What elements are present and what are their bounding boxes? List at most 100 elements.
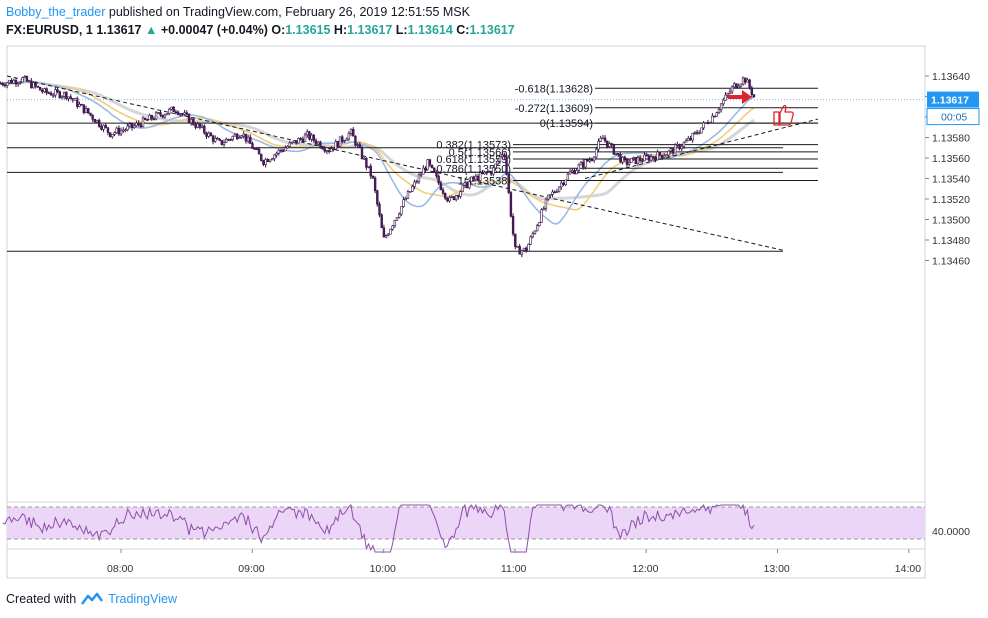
open-label: O: <box>271 23 286 37</box>
candle-body <box>154 112 158 120</box>
candle-body <box>676 144 679 146</box>
thumbs-up-icon <box>773 104 794 126</box>
candle-body <box>472 176 475 180</box>
fib-level-label: -0.272(1.13609) <box>515 103 593 115</box>
candle-body <box>623 156 626 160</box>
candle-body <box>647 155 651 161</box>
candle-body <box>608 143 611 147</box>
candle-body <box>752 94 756 97</box>
candle-body <box>597 140 600 150</box>
candle-body <box>150 114 153 120</box>
candle-body <box>124 129 127 132</box>
candle-body <box>665 154 668 157</box>
candle-body <box>295 140 298 144</box>
publish-info: published on TradingView.com, February 2… <box>108 5 470 19</box>
candle-body <box>95 119 99 123</box>
candle-body <box>671 148 675 154</box>
candle-body <box>356 144 359 146</box>
candle-body <box>365 157 368 168</box>
candle-body <box>619 154 622 163</box>
candle-body <box>192 118 195 125</box>
candle-body <box>8 79 11 83</box>
candle-body <box>87 108 90 114</box>
candle-body <box>507 173 510 193</box>
candle-body <box>485 171 489 174</box>
candle-body <box>238 137 241 139</box>
candle-body <box>750 87 754 95</box>
candle-body <box>174 111 178 114</box>
candle-body <box>544 198 548 209</box>
candle-body <box>492 167 495 175</box>
candle-body <box>426 159 429 170</box>
footer: Created with TradingView <box>6 592 177 606</box>
candle-body <box>303 134 307 143</box>
candle-body <box>297 138 300 144</box>
author-link[interactable]: Bobby_the_trader <box>6 5 106 19</box>
candle-body <box>327 150 331 153</box>
candle-body <box>80 103 83 106</box>
time-tick-label: 09:00 <box>238 563 264 575</box>
candle-body <box>564 179 567 185</box>
price-tick-label: 1.13520 <box>932 194 970 206</box>
candle-body <box>433 167 436 173</box>
candle-body <box>555 191 559 193</box>
candle-body <box>157 112 160 114</box>
candle-body <box>277 149 280 154</box>
change-value: +0.00047 (+0.04%) <box>160 23 268 37</box>
candle-body <box>461 185 464 192</box>
candle-body <box>16 82 20 85</box>
candle-body <box>663 155 666 158</box>
candle-body <box>284 147 287 152</box>
symbol-label: FX:EURUSD, 1 <box>6 23 93 37</box>
ma-mid-line <box>0 80 755 211</box>
candle-body <box>354 135 357 146</box>
candle-body <box>636 157 640 164</box>
candle-body <box>185 112 188 115</box>
candle-body <box>463 182 467 186</box>
candle-body <box>137 122 140 125</box>
candle-body <box>500 154 504 158</box>
candle-body <box>111 134 114 138</box>
candle-body <box>119 130 123 135</box>
candle-body <box>746 79 749 83</box>
candle-body <box>30 80 33 89</box>
candle-body <box>448 197 451 202</box>
candle-body <box>711 115 714 123</box>
time-axis[interactable]: 08:00 09:00 10:00 11:00 12:00 13:00 14:00 <box>107 549 921 575</box>
candle-body <box>498 156 502 162</box>
price-tick-label: 1.13640 <box>932 71 970 83</box>
candle-body <box>724 94 727 101</box>
price-axis[interactable]: 1.136401.136201.136001.135801.135601.135… <box>7 71 980 268</box>
candle-body <box>376 190 379 205</box>
candle-body <box>179 113 182 115</box>
tradingview-link[interactable]: TradingView <box>108 592 177 606</box>
candle-body <box>143 117 147 120</box>
candle-body <box>704 122 708 124</box>
candle-body <box>308 131 311 140</box>
candle-body <box>717 109 721 113</box>
candle-body <box>404 198 407 201</box>
candle-body <box>551 191 554 195</box>
candle-body <box>474 175 478 180</box>
candle-body <box>454 195 458 201</box>
candle-body <box>205 132 208 137</box>
red-arrow-icon <box>728 90 752 104</box>
candle-body <box>196 123 199 128</box>
candle-body <box>264 159 267 165</box>
candle-body <box>669 148 672 152</box>
candle-body <box>336 141 340 147</box>
candle-body <box>481 172 484 175</box>
candle-body <box>522 247 526 251</box>
candle-body <box>698 132 701 135</box>
candle-body <box>73 98 77 101</box>
candle-body <box>603 137 607 142</box>
candle-body <box>601 137 605 140</box>
trendlines[interactable] <box>6 75 819 251</box>
candle-body <box>586 159 589 162</box>
candle-body <box>211 135 215 142</box>
candle-body <box>115 127 118 133</box>
low-label: L: <box>395 23 408 37</box>
candle-body <box>525 247 528 252</box>
candle-body <box>257 148 261 155</box>
